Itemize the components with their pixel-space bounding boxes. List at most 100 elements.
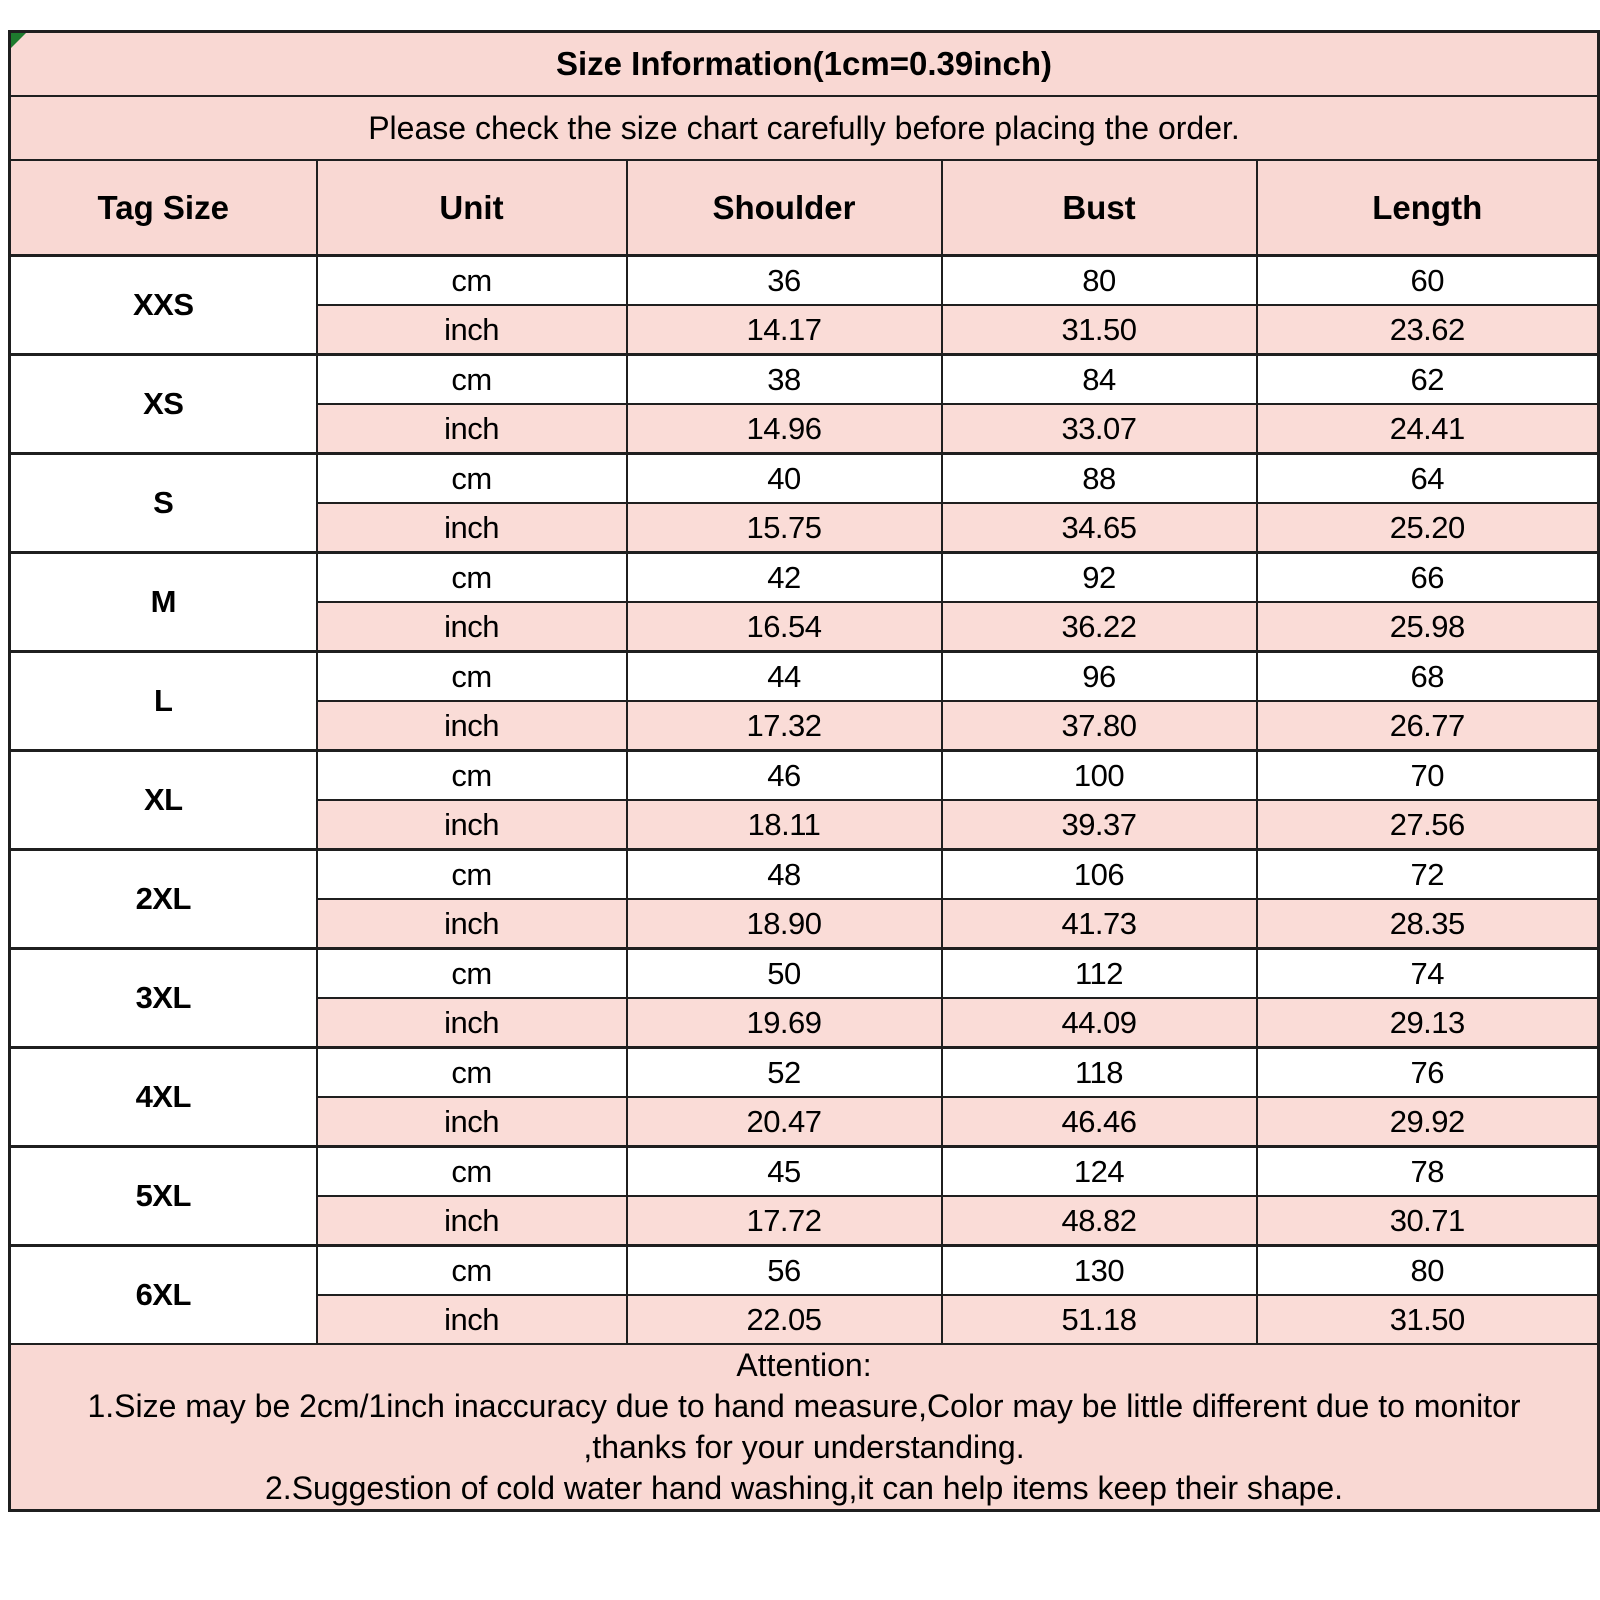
length-cm-value: 64 [1255, 452, 1600, 504]
shoulder-inch-value: 20.47 [625, 1096, 943, 1148]
size-row-cm: XXS cm 36 80 60 [8, 254, 1600, 356]
length-inch-value: 27.56 [1255, 799, 1600, 851]
shoulder-inch-value: 18.11 [625, 799, 943, 851]
shoulder-cm-value: 48 [625, 848, 943, 900]
size-row-cm: 5XL cm 45 124 78 [8, 1145, 1600, 1247]
size-row-inch: inch 17.32 37.80 26.77 [10, 700, 1600, 752]
tag-size-cell: 4XL [8, 1046, 318, 1148]
length-cm-value: 66 [1255, 551, 1600, 603]
attention-note: Attention: 1.Size may be 2cm/1inch inacc… [8, 1343, 1600, 1512]
bust-cm-value: 88 [940, 452, 1258, 504]
tag-size-cell: XL [8, 749, 318, 851]
size-row-cm: XL cm 46 100 70 [8, 749, 1600, 851]
attention-row: Attention: 1.Size may be 2cm/1inch inacc… [8, 1343, 1600, 1512]
length-inch-value: 28.35 [1255, 898, 1600, 950]
unit-label-cm: cm [315, 353, 628, 405]
shoulder-cm-value: 38 [625, 353, 943, 405]
bust-cm-value: 118 [940, 1046, 1258, 1098]
bust-cm-value: 124 [940, 1145, 1258, 1197]
length-cm-value: 60 [1255, 254, 1600, 306]
bust-cm-value: 92 [940, 551, 1258, 603]
unit-label-inch: inch [315, 502, 628, 554]
col-header-unit: Unit [315, 159, 628, 257]
tag-size-cell: XS [8, 353, 318, 455]
table-footer-section: Attention: 1.Size may be 2cm/1inch inacc… [8, 1343, 1600, 1512]
size-row-inch: inch 14.17 31.50 23.62 [10, 304, 1600, 356]
bust-cm-value: 100 [940, 749, 1258, 801]
length-cm-value: 68 [1255, 650, 1600, 702]
bust-inch-value: 36.22 [940, 601, 1258, 653]
size-row-cm: 2XL cm 48 106 72 [8, 848, 1600, 950]
length-cm-value: 74 [1255, 947, 1600, 999]
length-cm-value: 72 [1255, 848, 1600, 900]
length-inch-value: 23.62 [1255, 304, 1600, 356]
unit-label-inch: inch [315, 1195, 628, 1247]
subtitle-row: Please check the size chart carefully be… [8, 95, 1600, 161]
size-row-cm: 4XL cm 52 118 76 [8, 1046, 1600, 1148]
tag-size-cell: 6XL [8, 1244, 318, 1345]
bust-inch-value: 51.18 [940, 1294, 1258, 1345]
length-inch-value: 29.13 [1255, 997, 1600, 1049]
length-inch-value: 25.98 [1255, 601, 1600, 653]
bust-inch-value: 48.82 [940, 1195, 1258, 1247]
bust-inch-value: 31.50 [940, 304, 1258, 356]
bust-cm-value: 130 [940, 1244, 1258, 1296]
tag-size-cell: XXS [8, 254, 318, 356]
size-rows-section: XXS cm 36 80 60 inch 14.17 31.50 23.62 XS cm 38 84 62… [8, 254, 1600, 1345]
shoulder-cm-value: 42 [625, 551, 943, 603]
attention-line-1: 1.Size may be 2cm/1inch inaccuracy due t… [87, 1388, 1521, 1424]
unit-label-inch: inch [315, 898, 628, 950]
shoulder-cm-value: 46 [625, 749, 943, 801]
length-inch-value: 25.20 [1255, 502, 1600, 554]
table-title-cell: Size Information(1cm=0.39inch) [8, 30, 1600, 97]
shoulder-cm-value: 56 [625, 1244, 943, 1296]
column-header-row: Tag Size Unit Shoulder Bust Length [8, 159, 1600, 257]
tag-size-cell: 3XL [8, 947, 318, 1049]
shoulder-inch-value: 19.69 [625, 997, 943, 1049]
bust-inch-value: 39.37 [940, 799, 1258, 851]
col-header-tag-size: Tag Size [8, 159, 318, 257]
tag-size-cell: 2XL [8, 848, 318, 950]
shoulder-cm-value: 40 [625, 452, 943, 504]
unit-label-inch: inch [315, 304, 628, 356]
page-title: Size Information(1cm=0.39inch) [555, 45, 1053, 82]
title-row: Size Information(1cm=0.39inch) [8, 30, 1600, 97]
size-row-inch: inch 18.11 39.37 27.56 [10, 799, 1600, 851]
size-row-inch: inch 20.47 46.46 29.92 [10, 1096, 1600, 1148]
unit-label-cm: cm [315, 452, 628, 504]
col-header-bust: Bust [940, 159, 1258, 257]
shoulder-inch-value: 22.05 [625, 1294, 943, 1345]
unit-label-cm: cm [315, 848, 628, 900]
length-cm-value: 62 [1255, 353, 1600, 405]
size-row-cm: 3XL cm 50 112 74 [8, 947, 1600, 1049]
unit-label-cm: cm [315, 254, 628, 306]
length-cm-value: 80 [1255, 1244, 1600, 1296]
bust-cm-value: 112 [940, 947, 1258, 999]
unit-label-cm: cm [315, 551, 628, 603]
shoulder-cm-value: 44 [625, 650, 943, 702]
size-row-inch: inch 14.96 33.07 24.41 [10, 403, 1600, 455]
unit-label-inch: inch [315, 799, 628, 851]
unit-label-cm: cm [315, 1145, 628, 1197]
shoulder-inch-value: 17.32 [625, 700, 943, 752]
col-header-length: Length [1255, 159, 1600, 257]
table-header-section: Size Information(1cm=0.39inch) Please ch… [8, 30, 1600, 257]
shoulder-inch-value: 14.96 [625, 403, 943, 455]
shoulder-inch-value: 17.72 [625, 1195, 943, 1247]
size-row-inch: inch 16.54 36.22 25.98 [10, 601, 1600, 653]
size-row-inch: inch 15.75 34.65 25.20 [10, 502, 1600, 554]
unit-label-inch: inch [315, 1096, 628, 1148]
corner-triangle-icon [11, 33, 26, 48]
bust-inch-value: 33.07 [940, 403, 1258, 455]
table-subtitle: Please check the size chart carefully be… [8, 95, 1600, 161]
length-cm-value: 70 [1255, 749, 1600, 801]
shoulder-cm-value: 50 [625, 947, 943, 999]
length-cm-value: 78 [1255, 1145, 1600, 1197]
unit-label-cm: cm [315, 1244, 628, 1296]
shoulder-cm-value: 52 [625, 1046, 943, 1098]
unit-label-cm: cm [315, 749, 628, 801]
shoulder-inch-value: 14.17 [625, 304, 943, 356]
